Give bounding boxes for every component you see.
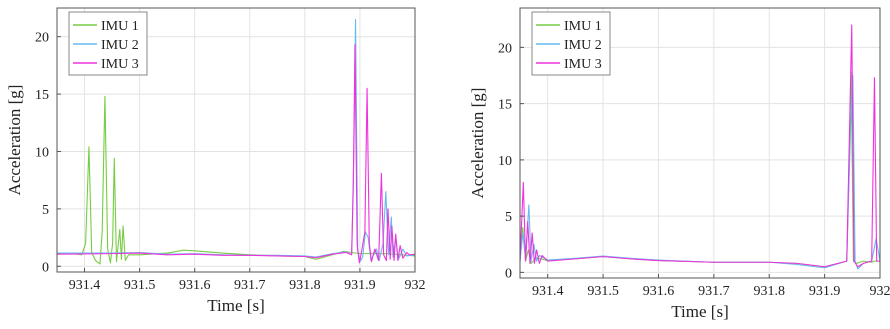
x-tick-label: 932 [870, 284, 890, 299]
x-tick-label: 931.5 [124, 278, 156, 293]
legend-label-2: IMU 2 [564, 38, 602, 53]
y-tick-label: 10 [498, 154, 512, 169]
x-tick-label: 931.6 [643, 284, 675, 299]
x-axis-label: Time [s] [671, 302, 728, 321]
series-line-2 [520, 74, 880, 270]
x-tick-label: 931.7 [698, 284, 730, 299]
y-tick-label: 20 [498, 41, 512, 56]
legend-label-1: IMU 1 [101, 19, 139, 34]
x-tick-label: 931.6 [179, 278, 211, 293]
y-tick-label: 15 [498, 98, 512, 113]
x-tick-label: 931.4 [532, 284, 564, 299]
plot-frame [56, 7, 416, 273]
legend: IMU 1 IMU 2 IMU 3 [68, 11, 148, 76]
x-axis-label: Time [s] [207, 296, 264, 315]
x-tick-label: 931.9 [344, 278, 376, 293]
chart-panel-1: 931.4 931.5 931.6 931.7 931.8 931.9 932 0 5 10 15 2… [5, 7, 426, 315]
legend: IMU 1 IMU 2 IMU 3 [531, 11, 611, 76]
chart-panel-2: 931.4 931.5 931.6 931.7 931.8 931.9 932 0 5 10 15 2… [468, 7, 890, 321]
x-tick-label: 931.9 [809, 284, 841, 299]
y-axis-label: Acceleration [g] [468, 88, 487, 199]
legend-label-2: IMU 2 [101, 38, 139, 53]
y-tick-label: 0 [42, 260, 49, 275]
y-tick-label: 0 [505, 266, 512, 281]
legend-label-3: IMU 3 [564, 57, 602, 72]
x-tick-label: 932 [405, 278, 426, 293]
x-tick-label: 931.4 [69, 278, 101, 293]
y-axis-label: Acceleration [g] [5, 85, 24, 196]
legend-label-3: IMU 3 [101, 57, 139, 72]
y-tick-label: 15 [35, 88, 49, 103]
y-tick-label: 5 [42, 203, 49, 218]
x-tick-label: 931.8 [753, 284, 785, 299]
series-line-1 [57, 95, 415, 265]
plot-frame [519, 7, 881, 279]
legend-label-1: IMU 1 [564, 19, 602, 34]
y-tick-label: 5 [505, 210, 512, 225]
x-tick-label: 931.7 [234, 278, 266, 293]
x-tick-label: 931.5 [587, 284, 619, 299]
series-line-3 [520, 24, 880, 268]
y-tick-label: 10 [35, 145, 49, 160]
x-tick-label: 931.8 [289, 278, 321, 293]
series-line-1 [520, 71, 880, 268]
series-line-3 [57, 44, 415, 264]
y-tick-label: 20 [35, 31, 49, 46]
